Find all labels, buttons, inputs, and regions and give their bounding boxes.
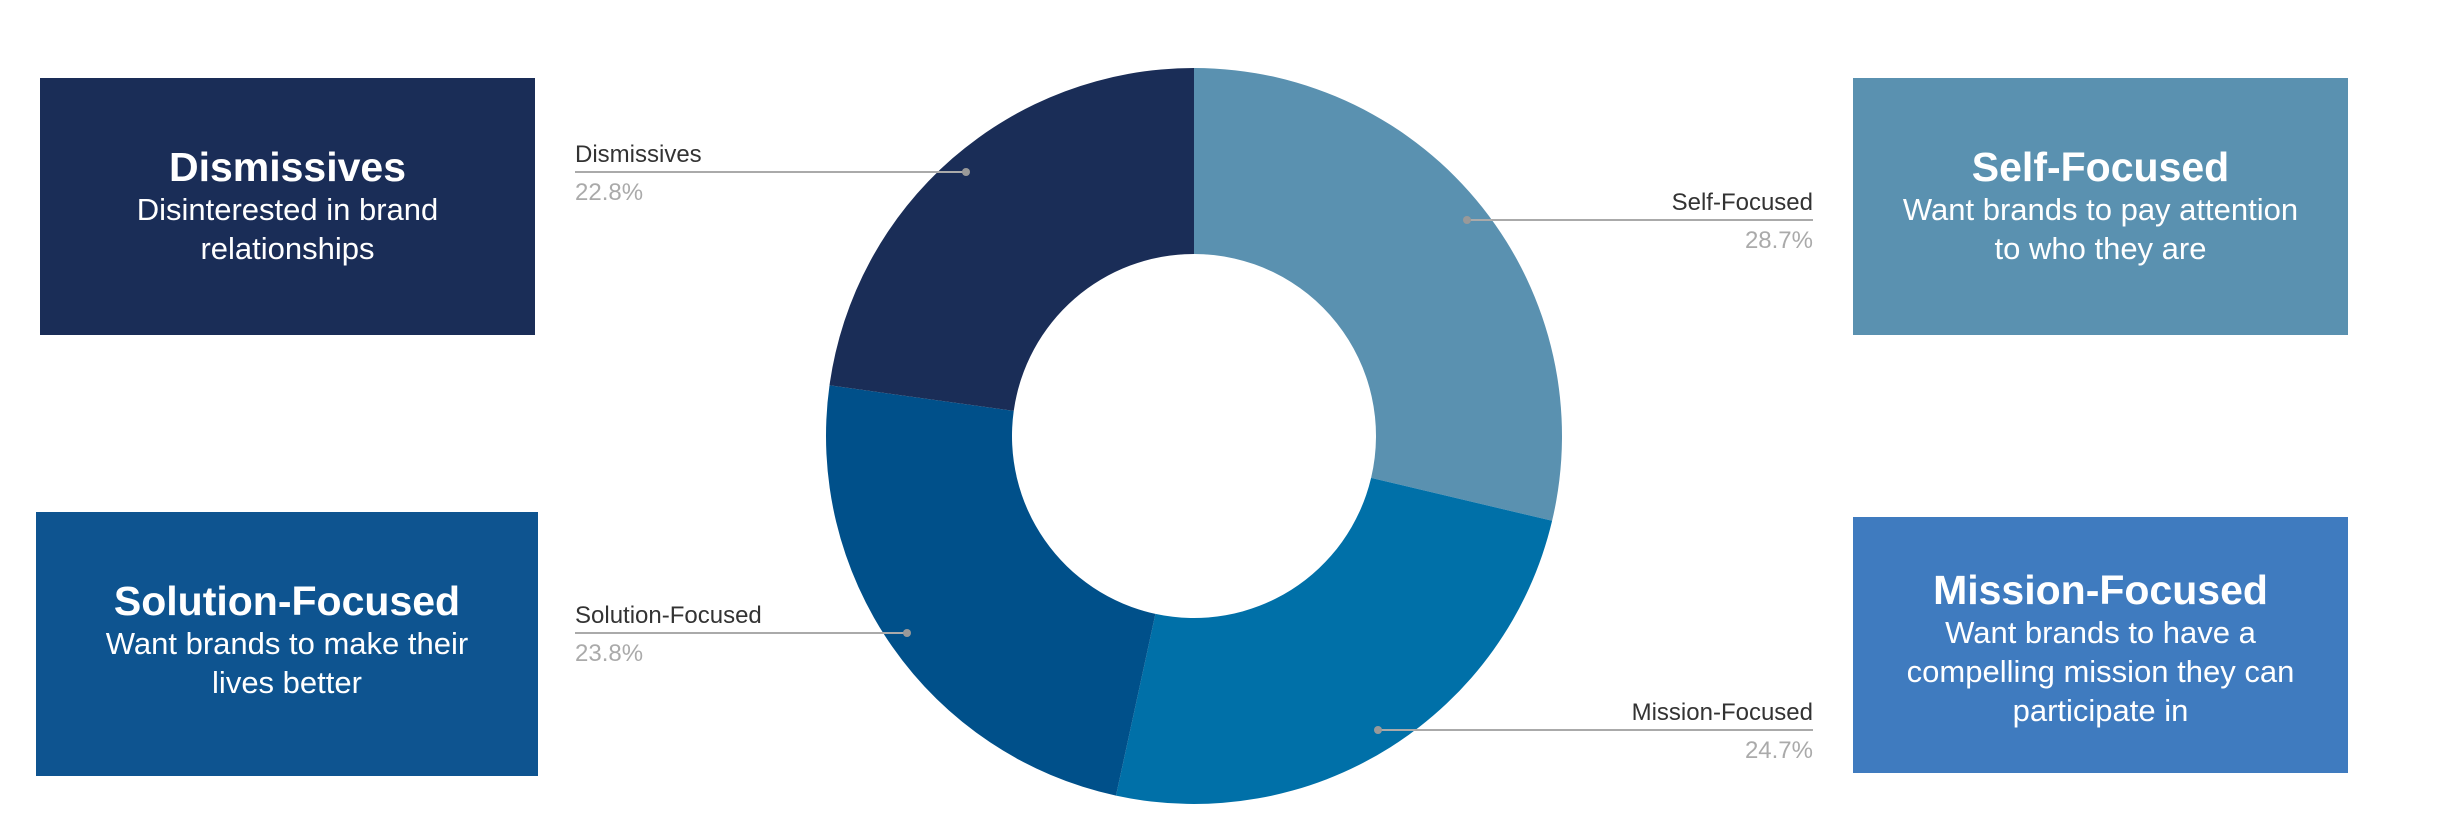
value-label: 24.7% bbox=[1745, 737, 1813, 764]
card-text: Want brands to make their lives better bbox=[105, 626, 469, 700]
donut-segment bbox=[829, 68, 1194, 411]
segment-label: Solution-Focused bbox=[575, 602, 762, 629]
card-text: Want brands to pay attention to who they… bbox=[1902, 192, 2299, 266]
card-text: Disinterested in brand relationships bbox=[136, 192, 439, 266]
card: Solution-Focused Want brands to make thei… bbox=[36, 512, 538, 776]
leader-dot bbox=[1463, 216, 1471, 224]
card-title: Self-Focused bbox=[1971, 144, 2230, 190]
card-text: Want brands to have a compelling mission… bbox=[1906, 615, 2295, 728]
card-title: Solution-Focused bbox=[113, 578, 461, 624]
leader-dot bbox=[1374, 726, 1382, 734]
value-label: 28.7% bbox=[1745, 227, 1813, 254]
card-title: Dismissives bbox=[168, 144, 407, 190]
segment-label: Mission-Focused bbox=[1632, 699, 1813, 726]
card: Mission-Focused Want brands to have a com… bbox=[1853, 517, 2348, 773]
card-title: Mission-Focused bbox=[1933, 567, 2268, 613]
value-label: 22.8% bbox=[575, 179, 643, 206]
card: Self-Focused Want brands to pay attention… bbox=[1853, 78, 2348, 335]
donut-segment bbox=[1115, 477, 1553, 804]
leader-dot bbox=[903, 629, 911, 637]
segment-label: Dismissives bbox=[575, 141, 702, 168]
donut-segment bbox=[826, 385, 1156, 796]
leader-dot bbox=[962, 168, 970, 176]
donut-segment bbox=[1194, 68, 1562, 521]
value-label: 23.8% bbox=[575, 640, 643, 667]
segment-label: Self-Focused bbox=[1672, 189, 1813, 216]
card: Dismissives Disinterested in brand relati… bbox=[40, 78, 535, 335]
